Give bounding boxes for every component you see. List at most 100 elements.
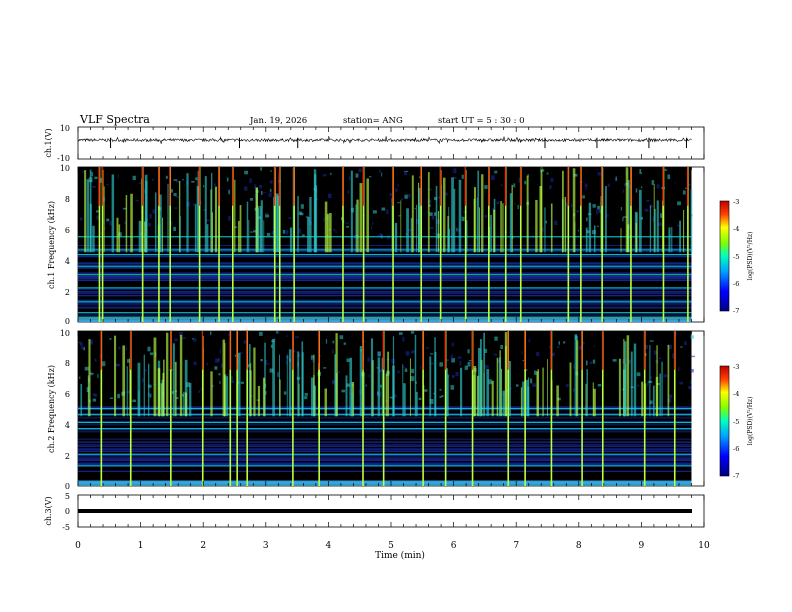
sferic-burst (349, 357, 353, 417)
sferic-burst (313, 169, 317, 253)
noise-speck (283, 391, 287, 395)
sferic-line (129, 331, 132, 486)
noise-speck (597, 172, 602, 176)
sferic-burst (393, 387, 395, 417)
ch1-cbar-tick-n6: -6 (733, 280, 739, 288)
ch1-ytick-labels: 0 2 4 6 8 10 (60, 164, 70, 326)
lf-noise-band (78, 413, 692, 415)
noise-speck (89, 339, 93, 345)
noise-speck (386, 209, 389, 215)
sferic-burst (392, 336, 395, 417)
noise-speck (445, 192, 448, 196)
sferic-burst (586, 369, 588, 417)
sferic-peak (229, 331, 231, 370)
sferic-burst (166, 332, 169, 417)
sferic-burst (313, 385, 317, 417)
sferic-burst (618, 358, 621, 417)
noise-speck (118, 346, 121, 350)
ch1-cbar-label: log(PSD)(V²/Hz) (747, 232, 754, 281)
noise-speck (581, 341, 585, 345)
sferic-burst (197, 170, 199, 253)
ch3-ytick-top: 5 (65, 492, 70, 501)
sferic-burst (350, 170, 353, 253)
noise-speck (668, 344, 672, 350)
sferic-burst (194, 204, 197, 253)
noise-speck (646, 381, 649, 387)
noise-speck (405, 351, 410, 356)
noise-speck (147, 384, 152, 388)
sferic-burst (451, 177, 454, 253)
sferic-burst (162, 217, 164, 253)
time-tick-4: 4 (326, 541, 332, 551)
noise-speck (410, 331, 415, 334)
sferic-peak (601, 167, 603, 206)
sferic-line (292, 331, 294, 486)
persistent-line (78, 312, 692, 314)
sferic-line (519, 167, 522, 322)
noise-speck (607, 183, 610, 188)
noise-speck (304, 396, 308, 400)
sferic-burst (572, 168, 576, 253)
hum-band (78, 316, 692, 322)
sferic-burst (259, 206, 262, 253)
noise-speck (250, 231, 253, 233)
sferic-burst (184, 392, 188, 417)
noise-speck (434, 212, 437, 216)
sferic-peak (129, 331, 132, 370)
noise-speck (461, 216, 465, 222)
sferic-peak (420, 167, 422, 206)
sferic-burst (92, 225, 95, 253)
sferic-burst (118, 224, 121, 253)
sferic-peak (662, 167, 664, 206)
sferic-burst (253, 347, 256, 417)
time-axis-label: Time (min) (375, 550, 425, 561)
noise-speck (688, 385, 692, 390)
noise-speck (675, 332, 677, 336)
sferic-burst (458, 179, 462, 253)
noise-speck (488, 379, 493, 385)
sferic-burst (88, 339, 91, 417)
sferic-line (601, 331, 604, 486)
ch1-freq-tick-6: 6 (65, 226, 70, 235)
sferic-burst (246, 201, 249, 253)
noise-speck (380, 384, 382, 388)
sferic-burst (496, 357, 499, 417)
noise-speck (664, 168, 668, 171)
sferic-burst (157, 368, 161, 417)
sferic-line (444, 331, 447, 486)
noise-speck (298, 228, 302, 234)
sferic-burst (556, 385, 559, 417)
ch2-freq-tick-6: 6 (65, 390, 70, 399)
noise-speck (622, 216, 624, 222)
noise-speck (494, 353, 498, 356)
sferic-burst (184, 359, 188, 417)
sferic-burst (473, 187, 476, 253)
sferic-burst (652, 385, 655, 417)
time-tick-5: 5 (388, 541, 394, 551)
lf-noise-band (78, 304, 692, 306)
sferic-burst (447, 228, 450, 253)
noise-speck (416, 218, 419, 224)
ch2-ytick-labels: 0 2 4 6 8 10 (60, 329, 70, 491)
lf-noise-band (78, 302, 692, 304)
sferic-burst (466, 220, 468, 253)
noise-speck (173, 193, 177, 197)
sferic-burst (329, 213, 332, 253)
noise-speck (148, 223, 151, 227)
sferic-burst (593, 388, 596, 417)
noise-speck (79, 376, 81, 379)
noise-speck (687, 184, 691, 186)
noise-speck (591, 230, 596, 235)
sferic-peak (687, 167, 689, 206)
sferic-burst (661, 361, 663, 417)
noise-speck (234, 226, 238, 229)
noise-speck (89, 372, 94, 375)
lf-noise-band (78, 463, 692, 465)
sferic-burst (355, 204, 357, 253)
noise-speck (371, 226, 373, 230)
noise-speck (348, 176, 351, 181)
sferic-burst (309, 196, 312, 253)
lf-noise-band (78, 263, 692, 265)
noise-speck (226, 177, 229, 182)
noise-speck (439, 388, 442, 391)
